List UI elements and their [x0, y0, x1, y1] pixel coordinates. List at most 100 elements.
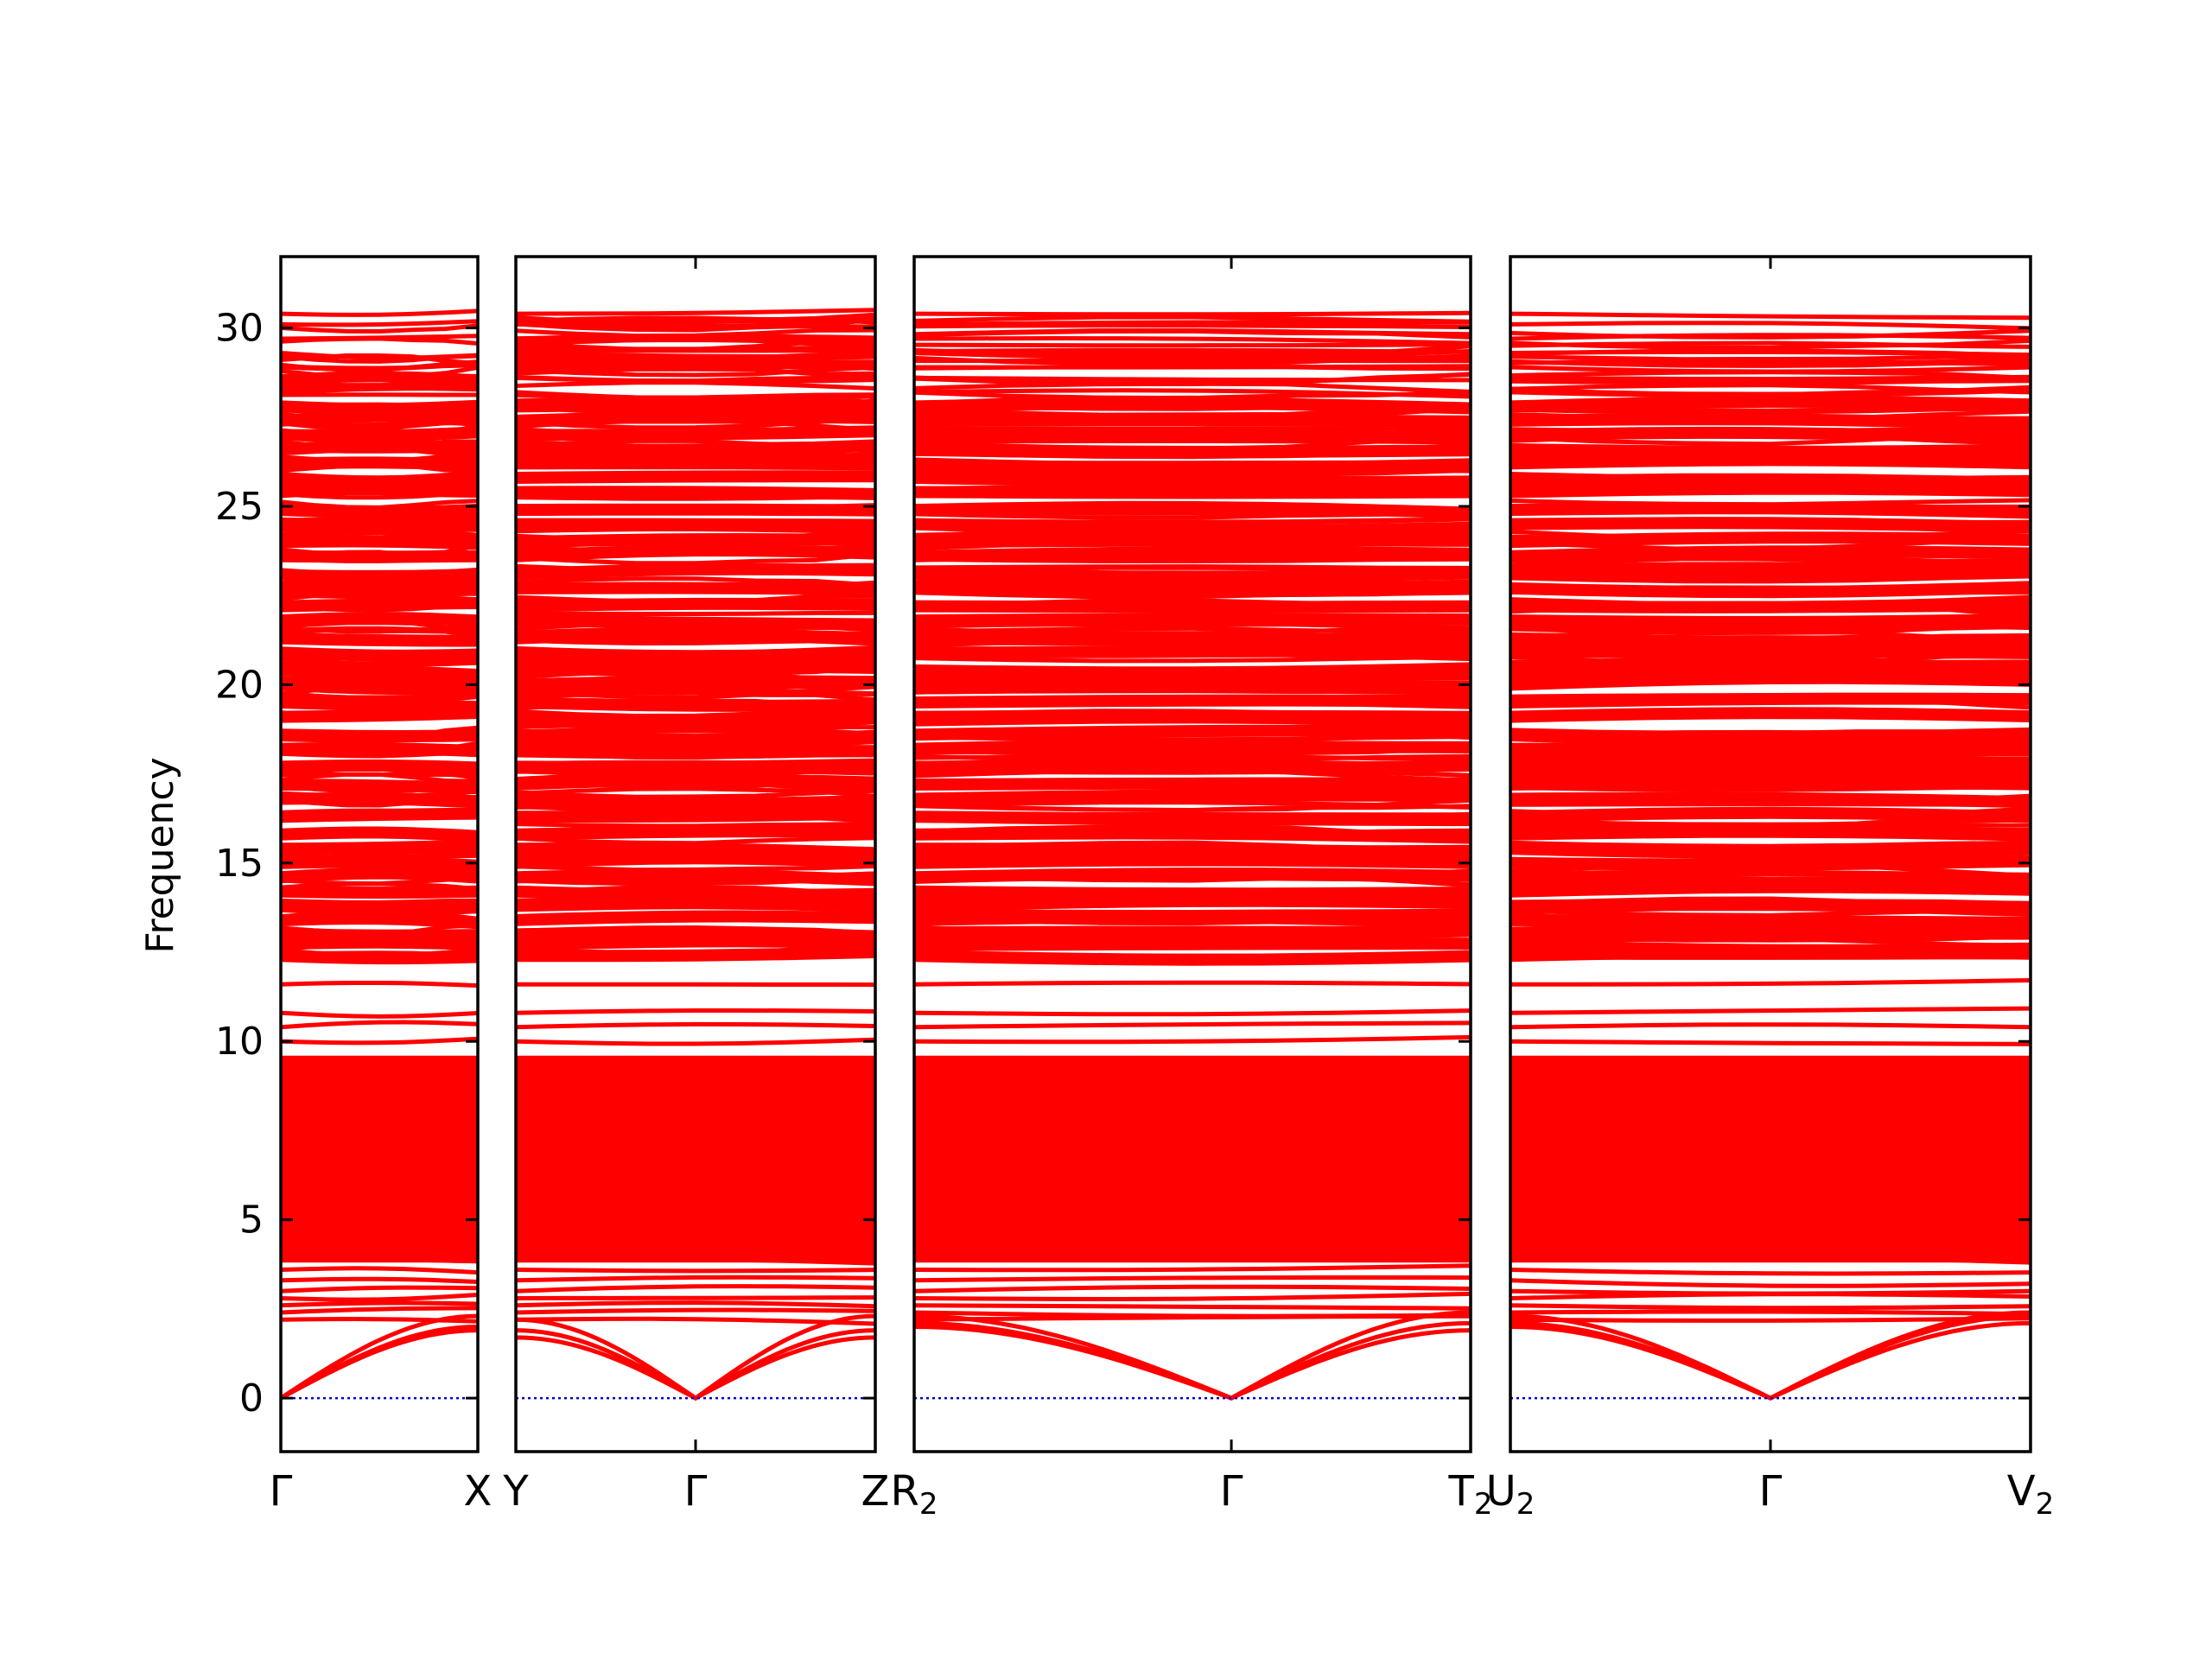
optical-band-line: [914, 598, 1471, 611]
optical-band-line: [1510, 1278, 2031, 1288]
optical-band-line: [516, 675, 875, 691]
optical-band-line: [516, 683, 875, 691]
optical-band-line: [281, 371, 478, 379]
optical-band-line: [516, 308, 875, 316]
optical-band-line: [1510, 729, 2031, 735]
acoustic-branch: [516, 1328, 875, 1401]
panel-frame: [279, 255, 480, 1453]
optical-band-line: [914, 626, 1471, 636]
optical-band-line: [281, 873, 478, 880]
optical-band-line: [1510, 978, 2031, 987]
optical-band-line: [516, 864, 875, 873]
optical-band-line: [281, 881, 478, 892]
acoustic-branch: [281, 1313, 478, 1401]
y-tick-label: 15: [215, 842, 264, 886]
optical-band-line: [516, 664, 875, 670]
optical-band-line: [281, 626, 478, 634]
optical-band-line: [914, 953, 1471, 962]
optical-band-line: [281, 909, 478, 921]
optical-band-line: [914, 534, 1471, 547]
optical-band-line: [914, 585, 1471, 596]
optical-band-line: [1510, 670, 2031, 680]
optical-band-line: [1510, 906, 2031, 918]
acoustic-branch: [1510, 1320, 2031, 1401]
optical-band-line: [1510, 409, 2031, 421]
optical-band-line: [914, 575, 1471, 586]
optical-band-line: [1510, 869, 2031, 877]
optical-band-line: [1510, 658, 2031, 671]
optical-band-line: [1510, 454, 2031, 470]
optical-band-line: [1510, 378, 2031, 385]
optical-band-line: [281, 463, 478, 474]
optical-band-line: [1510, 517, 2031, 534]
optical-band-line: [914, 700, 1471, 709]
optical-band-line: [1510, 622, 2031, 630]
optical-band-line: [1510, 938, 2031, 957]
optical-band-line: [914, 583, 1471, 590]
optical-band-line: [516, 836, 875, 846]
optical-band-line: [516, 598, 875, 605]
optical-band-line: [914, 761, 1471, 772]
optical-band-line: [516, 846, 875, 858]
optical-band-line: [281, 1266, 478, 1275]
optical-band-line: [516, 547, 875, 556]
optical-band-line: [1510, 533, 2031, 542]
optical-band-line: [914, 556, 1471, 564]
kpoint-label: Y: [502, 1467, 529, 1516]
optical-band-line: [516, 897, 875, 903]
optical-band-line: [516, 812, 875, 823]
optical-band-line: [281, 597, 478, 613]
optical-band-line: [914, 517, 1471, 524]
optical-band-line: [516, 410, 875, 427]
optical-band-line: [516, 760, 875, 766]
y-axis: 0 5 10 15 20 25 30: [215, 307, 264, 1421]
optical-band-line: [281, 794, 478, 808]
optical-band-line: [281, 1276, 478, 1284]
optical-band-line: [281, 789, 478, 798]
optical-band-line: [914, 1291, 1471, 1302]
acoustic-branch: [516, 1313, 875, 1402]
optical-band-line: [516, 334, 875, 341]
optical-band-line: [281, 604, 478, 613]
optical-band-line: [516, 1307, 875, 1315]
optical-band-line: [1510, 896, 2031, 906]
optical-band-line: [1510, 321, 2031, 331]
optical-band-line: [914, 347, 1471, 354]
optical-band-line: [516, 1008, 875, 1015]
optical-band-line: [914, 414, 1471, 428]
optical-band-line: [914, 830, 1471, 836]
y-tick-label: 25: [215, 485, 264, 529]
optical-band-line: [1510, 794, 2031, 804]
optical-band-line: [1510, 840, 2031, 849]
optical-band-line: [516, 398, 875, 413]
optical-band-line: [914, 364, 1471, 372]
optical-band-line: [1510, 569, 2031, 578]
optical-band-line: [914, 617, 1471, 628]
optical-band-line: [281, 445, 478, 458]
optical-band-line: [914, 639, 1471, 649]
bands: [914, 310, 1471, 1401]
optical-band-line: [516, 931, 875, 938]
optical-band-line: [516, 374, 875, 384]
optical-band-line: [914, 509, 1471, 520]
panel-4: U2 Γ V2: [1486, 255, 2054, 1522]
optical-band-line: [281, 569, 478, 584]
optical-band-line: [914, 753, 1471, 762]
optical-band-line: [914, 777, 1471, 791]
optical-band-line: [516, 462, 875, 470]
optical-band-line: [1510, 806, 2031, 817]
acoustic-branch: [914, 1310, 1471, 1401]
optical-band-line: [1510, 1268, 2031, 1276]
optical-band-line: [516, 626, 875, 637]
optical-band-line: [1510, 734, 2031, 747]
optical-band-line: [516, 878, 875, 887]
optical-band-line: [281, 577, 478, 588]
y-axis-title: Frequency: [138, 757, 182, 953]
optical-band-line: [281, 319, 478, 327]
optical-band-line: [1510, 487, 2031, 493]
optical-band-line: [516, 767, 875, 776]
y-tick-label: 20: [215, 663, 264, 707]
optical-band-line: [516, 533, 875, 541]
optical-band-line: [1510, 1316, 2031, 1323]
